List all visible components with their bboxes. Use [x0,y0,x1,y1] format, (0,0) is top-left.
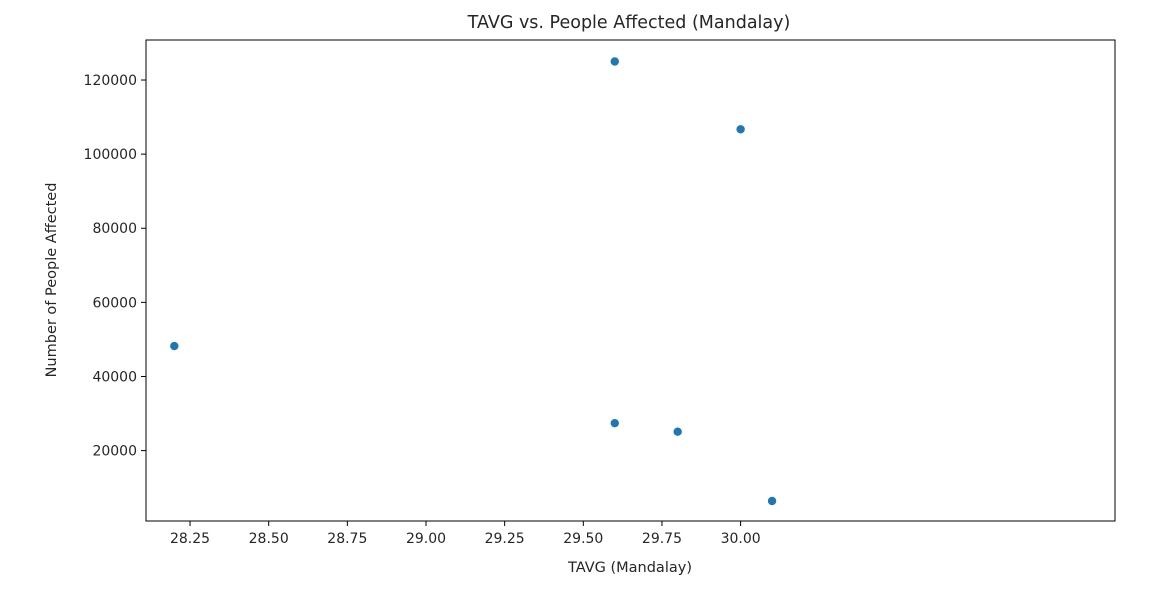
plot-area [145,39,1116,522]
data-point [767,496,777,506]
data-points [169,56,777,506]
data-point [609,418,620,428]
chart-title: TAVG vs. People Affected (Mandalay) [467,13,791,33]
data-point [609,56,620,67]
x-tick-label: 28.25 [170,531,210,547]
y-tick-label: 80000 [92,221,137,237]
x-tick-label: 29.25 [485,531,525,547]
x-tick-label: 30.00 [721,531,761,547]
data-point [169,341,180,351]
x-tick-label: 29.75 [642,531,682,547]
y-tick-label: 60000 [92,295,137,311]
y-tick-label: 40000 [92,369,137,385]
x-tick-label: 29.50 [563,531,603,547]
x-axis: 28.25 28.50 28.75 29.00 29.25 29.50 29.75 30.00 [170,521,761,547]
plot-frame [145,39,1116,522]
data-point [735,124,746,135]
y-tick-label: 20000 [92,444,137,460]
y-axis-label: Number of People Affected [44,183,60,378]
x-axis-label: TAVG (Mandalay) [567,560,692,576]
y-tick-label: 120000 [84,73,137,89]
y-tick-label: 100000 [84,147,137,163]
x-tick-label: 28.50 [249,531,289,547]
data-point [672,426,683,437]
x-tick-label: 28.75 [327,531,367,547]
x-tick-label: 29.00 [406,531,446,547]
y-axis: 20000 40000 60000 80000 100000 120000 [84,73,146,460]
